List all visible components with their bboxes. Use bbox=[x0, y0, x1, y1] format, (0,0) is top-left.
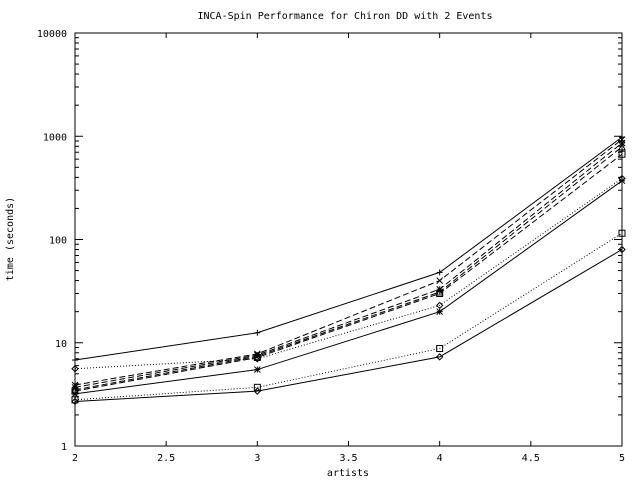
series-1 bbox=[72, 134, 625, 364]
point-marker bbox=[253, 366, 261, 373]
series-line bbox=[74, 146, 623, 391]
chart-title: INCA-Spin Performance for Chiron DD with… bbox=[197, 11, 492, 22]
point-marker bbox=[71, 396, 79, 404]
y-tick-label: 10 bbox=[55, 339, 67, 350]
point-marker bbox=[436, 308, 444, 316]
series-5 bbox=[71, 150, 626, 395]
point-marker bbox=[253, 353, 261, 361]
series-8 bbox=[71, 229, 626, 404]
series-layer bbox=[71, 134, 626, 406]
point-marker bbox=[71, 390, 79, 398]
series-line bbox=[74, 153, 623, 392]
series-line bbox=[74, 142, 623, 388]
series-line bbox=[74, 180, 623, 395]
point-marker bbox=[71, 365, 79, 373]
point-marker bbox=[253, 387, 262, 395]
x-tick-label: 5 bbox=[619, 453, 625, 464]
point-marker bbox=[618, 142, 626, 151]
point-marker bbox=[254, 329, 261, 336]
x-axis-label: artists bbox=[327, 468, 369, 479]
series-2 bbox=[71, 136, 626, 389]
x-tick-label: 4.5 bbox=[522, 453, 540, 464]
series-9 bbox=[71, 245, 626, 406]
point-marker bbox=[618, 229, 626, 237]
x-tick-label: 3 bbox=[254, 453, 260, 464]
y-axis-label: time (seconds) bbox=[5, 197, 16, 281]
series-line bbox=[74, 136, 623, 361]
point-marker bbox=[71, 397, 79, 406]
point-marker bbox=[435, 301, 444, 310]
series-3 bbox=[71, 139, 626, 391]
x-axis-ticks: 2 2.5 3 3.5 4 4.5 5 bbox=[72, 33, 625, 464]
series-7 bbox=[71, 177, 626, 398]
point-marker bbox=[253, 352, 262, 360]
point-marker bbox=[436, 289, 444, 297]
series-4 bbox=[71, 142, 626, 394]
x-tick-label: 3.5 bbox=[339, 453, 357, 464]
point-marker bbox=[436, 269, 443, 276]
point-marker bbox=[253, 355, 262, 363]
point-marker bbox=[72, 357, 78, 364]
point-marker bbox=[618, 150, 626, 158]
point-marker bbox=[618, 177, 626, 185]
series-6 bbox=[71, 174, 626, 373]
point-marker bbox=[618, 245, 626, 254]
x-tick-label: 4 bbox=[437, 453, 443, 464]
point-marker bbox=[436, 344, 444, 352]
series-line bbox=[74, 139, 623, 386]
point-marker bbox=[436, 277, 444, 284]
y-tick-label: 1 bbox=[61, 442, 67, 453]
y-tick-label: 10000 bbox=[37, 29, 67, 40]
series-line bbox=[74, 249, 623, 402]
x-tick-label: 2 bbox=[72, 453, 78, 464]
x-tick-label: 2.5 bbox=[157, 453, 175, 464]
point-marker bbox=[253, 383, 261, 391]
y-tick-label: 100 bbox=[49, 236, 67, 247]
series-line bbox=[74, 178, 623, 370]
series-line bbox=[74, 232, 623, 401]
point-marker bbox=[435, 353, 444, 361]
y-tick-label: 1000 bbox=[43, 132, 67, 143]
y-axis-ticks: 1 10 100 1000 10000 bbox=[37, 29, 622, 453]
